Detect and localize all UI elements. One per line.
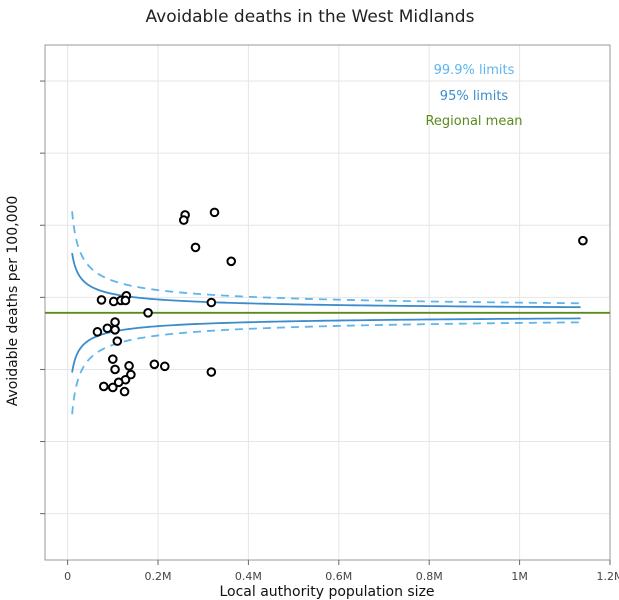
x-tick-label: 0.4M [235,570,262,583]
data-point [190,242,201,253]
data-point [108,382,118,393]
data-point [578,235,588,246]
lower-999-limit [71,321,581,415]
x-tick-label: 1M [511,570,528,583]
data-point [110,324,120,335]
plot-frame [44,44,611,561]
legend: 99.9% limits 95% limits Regional mean [425,63,522,129]
x-tick-label: 1.2M [597,570,619,583]
data-point [159,361,170,372]
data-point [96,295,107,305]
data-point [110,364,120,375]
data-point [92,327,103,337]
data-point [178,215,189,225]
data-point [209,207,220,218]
axes: 0 0.2M 0.4M 0.6M 0.8M 1M 1.2M [40,44,619,583]
chart-title: Avoidable deaths in the West Midlands [146,7,475,27]
legend-item: 95% limits [440,89,509,104]
upper-999-limit [71,211,581,305]
x-tick-label: 0.6M [325,570,352,583]
data-point [119,386,130,397]
data-point [110,317,120,327]
x-axis-title: Local authority population size [219,584,434,600]
legend-item: 99.9% limits [434,63,515,78]
data-point [149,359,160,370]
data-point [143,308,153,318]
x-tick-label: 0.2M [145,570,172,583]
legend-item: Regional mean [425,114,522,129]
data-point [206,297,217,308]
upper-95-limit [71,252,581,309]
data-point [124,361,134,371]
x-tick-label: 0.8M [416,570,443,583]
data-point [120,295,131,306]
y-axis-title: Avoidable deaths per 100,000 [5,196,21,407]
data-point [206,367,217,377]
data-point [102,323,113,334]
data-point [226,256,237,267]
data-points [92,207,588,397]
data-point [108,354,118,364]
data-point [113,377,124,388]
data-point [112,336,123,346]
data-point [98,381,109,392]
x-tick-label: 0 [64,570,71,583]
